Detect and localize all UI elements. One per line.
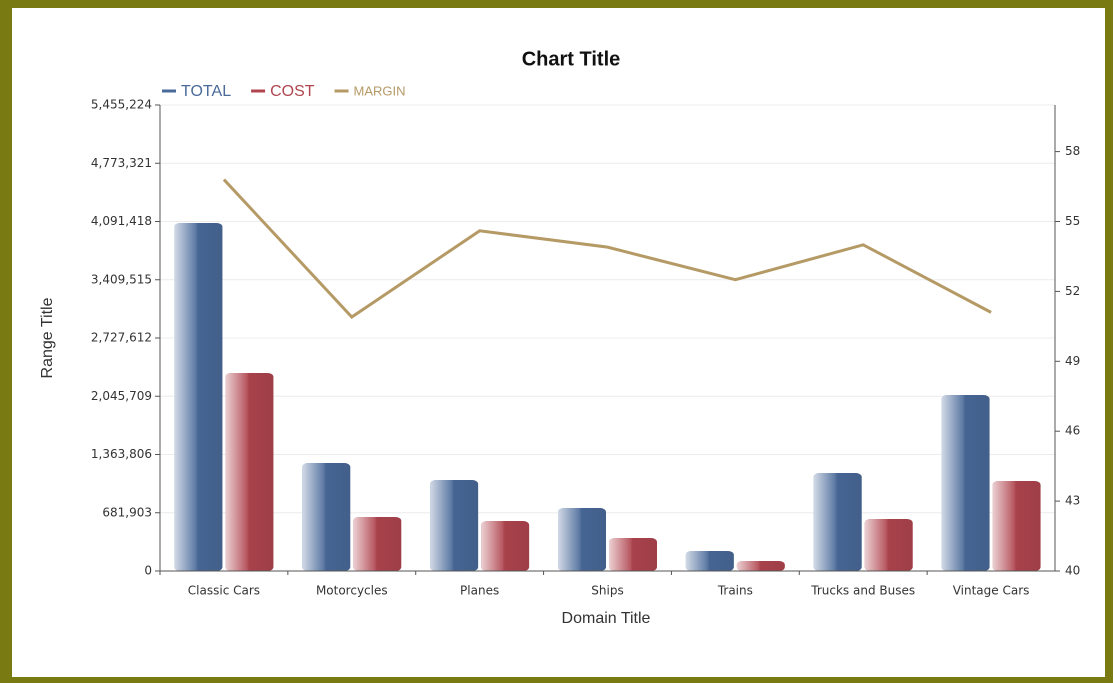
line xyxy=(222,178,992,319)
bar-shine xyxy=(941,395,990,571)
x-tick-label: Motorcycles xyxy=(316,584,388,598)
bar-shine xyxy=(864,518,913,571)
y2-tick-label: 58 xyxy=(1065,144,1080,158)
y-tick-label: 3,409,515 xyxy=(91,272,152,286)
bar-shine xyxy=(302,463,351,571)
bar-shine xyxy=(813,473,862,571)
bar-shine xyxy=(609,538,657,571)
x-tick-label: Trains xyxy=(717,584,753,598)
bar-shine xyxy=(992,480,1041,571)
bar-shine xyxy=(353,517,402,571)
bar-shine xyxy=(225,372,274,571)
y-tick-label: 4,773,321 xyxy=(91,156,152,170)
x-tick-label: Trucks and Buses xyxy=(810,584,915,598)
y-tick-label: 2,045,709 xyxy=(91,389,152,403)
bar-shine xyxy=(481,521,530,571)
y-tick-label: 2,727,612 xyxy=(91,331,152,345)
bar-shine xyxy=(685,551,734,571)
y-tick-label: 0 xyxy=(144,564,152,578)
y2-tick-label: 49 xyxy=(1065,354,1080,368)
y2-tick-label: 40 xyxy=(1065,564,1080,578)
y-tick-label: 1,363,806 xyxy=(91,447,152,461)
y-tick-label: 5,455,224 xyxy=(91,98,152,112)
y2-tick-label: 55 xyxy=(1065,214,1080,228)
y-axis-title: Range Title xyxy=(39,297,56,378)
x-tick-label: Vintage Cars xyxy=(953,584,1030,598)
bar-shine xyxy=(558,508,606,571)
chart-title: Chart Title xyxy=(522,48,621,70)
x-axis-title: Domain Title xyxy=(562,610,651,627)
bar-shine xyxy=(430,480,479,571)
y2-tick-label: 52 xyxy=(1065,284,1080,298)
bar-shine xyxy=(736,561,785,571)
legend-label: COST xyxy=(270,83,315,100)
x-tick-label: Ships xyxy=(591,584,623,598)
y2-tick-label: 46 xyxy=(1065,424,1080,438)
x-tick-label: Classic Cars xyxy=(188,584,260,598)
legend-label: MARGIN xyxy=(354,83,406,98)
bar-shine xyxy=(174,222,223,571)
y-tick-label: 4,091,418 xyxy=(91,214,152,228)
y-tick-label: 681,903 xyxy=(102,505,152,519)
y2-tick-label: 43 xyxy=(1065,494,1080,508)
x-tick-label: Planes xyxy=(460,584,499,598)
legend-label: TOTAL xyxy=(181,83,231,100)
